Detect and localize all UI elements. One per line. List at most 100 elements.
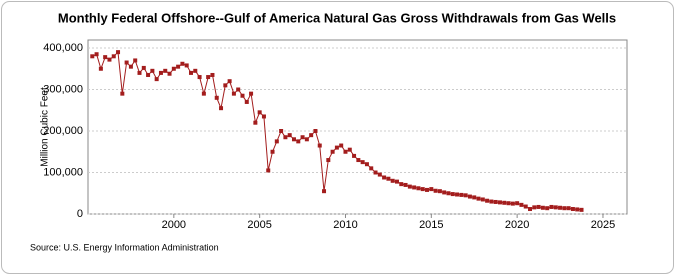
chart-title: Monthly Federal Offshore--Gulf of Americ… <box>58 10 616 25</box>
x-tick-label: 2005 <box>247 219 271 231</box>
data-point <box>429 187 434 192</box>
data-point <box>515 201 520 206</box>
data-point <box>502 200 507 205</box>
data-point <box>528 207 533 212</box>
data-point <box>188 70 193 75</box>
data-point <box>317 143 322 148</box>
data-point <box>304 137 309 142</box>
data-point <box>146 72 151 77</box>
data-point <box>287 133 292 138</box>
data-point <box>343 149 348 154</box>
y-tick-label: 200,000 <box>43 125 83 137</box>
data-point <box>261 114 266 119</box>
data-point <box>463 193 468 198</box>
data-point <box>116 50 121 55</box>
data-point <box>386 176 391 181</box>
data-point <box>274 139 279 144</box>
data-point <box>532 205 537 210</box>
data-point <box>575 207 580 212</box>
data-point <box>523 204 528 209</box>
data-point <box>128 64 133 69</box>
y-tick-label: 400,000 <box>43 42 83 54</box>
data-point <box>120 91 125 96</box>
data-point <box>133 58 138 63</box>
data-point <box>493 199 498 204</box>
data-point <box>244 99 249 104</box>
data-point <box>103 55 108 60</box>
data-point <box>364 162 369 167</box>
y-tick-label: 100,000 <box>43 166 83 178</box>
data-point <box>309 133 314 138</box>
data-point <box>553 205 558 210</box>
data-point <box>382 175 387 180</box>
data-point <box>377 172 382 177</box>
data-point <box>558 205 563 210</box>
source-note: Source: U.S. Energy Information Administ… <box>30 242 219 252</box>
data-point <box>227 79 232 84</box>
data-point <box>266 168 271 173</box>
data-point <box>141 65 146 70</box>
data-point <box>416 186 421 191</box>
data-point <box>497 200 502 205</box>
data-point <box>442 190 447 195</box>
x-tick-label: 2020 <box>505 219 529 231</box>
data-point <box>373 170 378 175</box>
data-point <box>300 135 305 140</box>
data-point <box>253 120 258 125</box>
data-point <box>425 187 430 192</box>
data-point <box>279 129 284 133</box>
x-tick-label: 2015 <box>419 219 443 231</box>
data-point <box>223 83 228 88</box>
data-point <box>291 137 296 142</box>
data-point <box>137 70 142 75</box>
data-point <box>270 149 275 154</box>
data-point <box>124 60 129 65</box>
data-point <box>206 75 211 80</box>
data-point <box>369 166 374 171</box>
data-point <box>390 178 395 183</box>
data-point <box>485 198 490 203</box>
data-point <box>347 147 352 152</box>
data-point <box>480 197 485 202</box>
data-point <box>180 61 185 66</box>
data-point <box>412 185 417 190</box>
data-point <box>163 68 168 73</box>
data-point <box>455 192 460 197</box>
data-point <box>111 54 116 59</box>
data-point <box>437 189 442 194</box>
data-point <box>197 75 202 80</box>
data-point <box>476 196 481 201</box>
data-point <box>446 191 451 196</box>
data-point <box>420 187 425 192</box>
data-point <box>360 160 365 165</box>
data-point <box>210 72 215 77</box>
data-point <box>236 87 241 92</box>
data-point <box>566 206 571 211</box>
data-point <box>579 207 584 212</box>
y-tick-label: 300,000 <box>43 83 83 95</box>
data-point <box>540 205 545 210</box>
data-point <box>257 110 262 115</box>
data-point <box>407 184 412 189</box>
data-point <box>450 192 455 197</box>
data-point <box>94 52 99 57</box>
data-point <box>193 68 198 73</box>
data-point <box>433 188 438 193</box>
x-tick-label: 2000 <box>162 219 186 231</box>
y-tick-label: 0 <box>77 208 83 220</box>
data-point <box>510 201 515 206</box>
y-axis-label: Million Cubic Feet <box>40 87 51 167</box>
data-point <box>570 207 575 212</box>
data-point <box>562 206 567 211</box>
data-point <box>158 70 163 75</box>
data-point <box>219 106 224 111</box>
data-point <box>339 143 344 148</box>
data-point <box>176 64 181 69</box>
data-point <box>403 182 408 187</box>
data-point <box>107 57 112 62</box>
data-point <box>459 192 464 197</box>
data-point <box>399 182 404 187</box>
data-point <box>231 91 236 96</box>
